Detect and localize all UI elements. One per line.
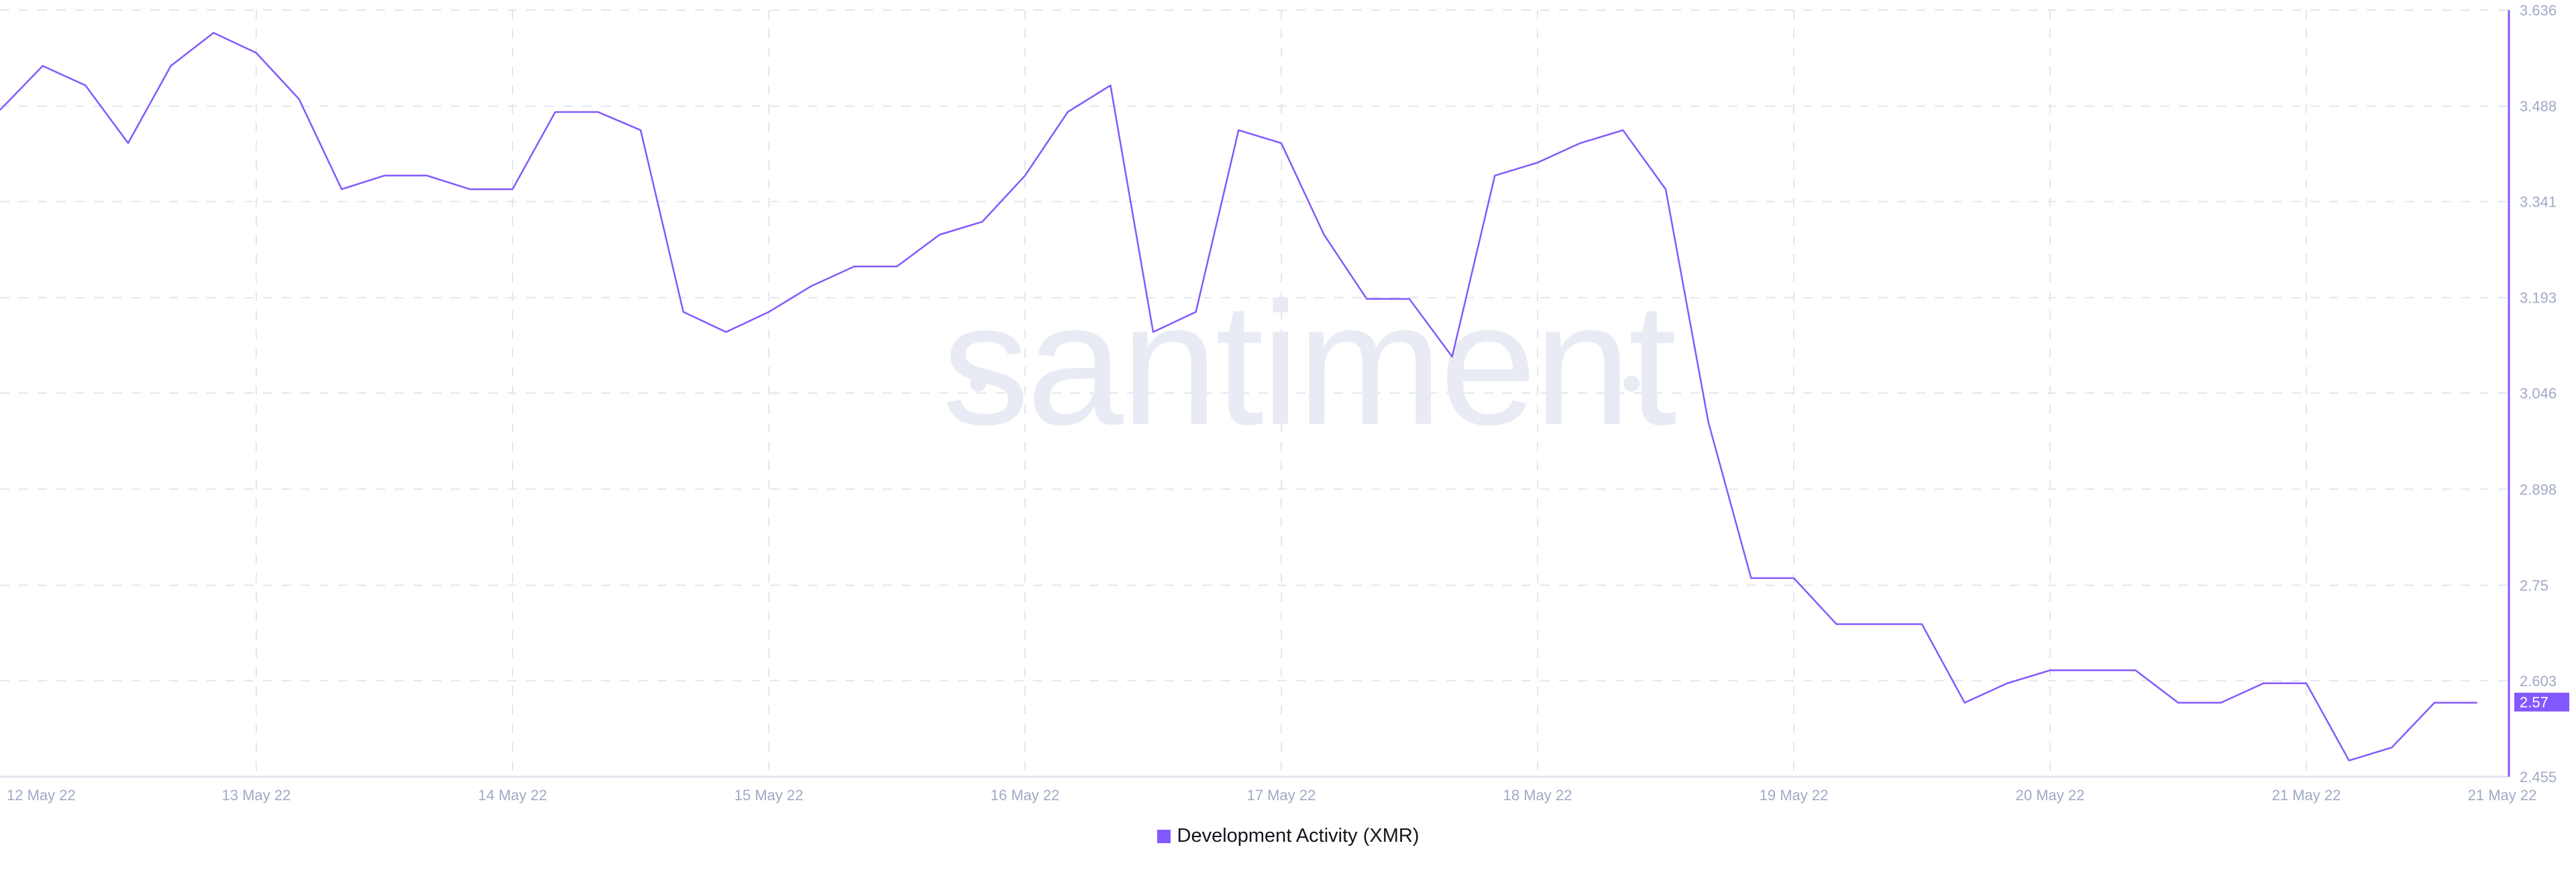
y-tick-label: 3.636: [2520, 2, 2557, 19]
y-tick-label: 3.046: [2520, 385, 2557, 402]
y-tick-label: 2.603: [2520, 673, 2557, 690]
y-tick-label: 2.75: [2520, 577, 2548, 594]
x-tick-label: 16 May 22: [991, 787, 1060, 804]
series-line-group: [0, 32, 2477, 762]
y-tick-label: 2.898: [2520, 481, 2557, 498]
grid: [0, 9, 2509, 777]
x-tick-label: 21 May 22: [2272, 787, 2341, 804]
y-tick-label: 3.193: [2520, 290, 2557, 307]
x-tick-label: 14 May 22: [478, 787, 547, 804]
y-tick-label: 2.455: [2520, 769, 2557, 785]
legend-swatch: [1157, 829, 1171, 843]
development-activity-line: [0, 32, 2477, 762]
tick-labels: 3.636 3.488 3.341 3.193 3.046 2.898 2.75 2.603 2…: [7, 2, 2569, 804]
santiment-watermark: santiment: [942, 267, 1680, 461]
x-tick-label: 20 May 22: [2016, 787, 2085, 804]
svg-text:santiment: santiment: [942, 267, 1677, 461]
y-tick-label: 3.488: [2520, 98, 2557, 115]
last-value-label: 2.57: [2520, 694, 2548, 711]
x-tick-label: 18 May 22: [1503, 787, 1572, 804]
legend[interactable]: Development Activity (XMR): [0, 825, 2576, 847]
x-tick-label: 15 May 22: [735, 787, 804, 804]
legend-label: Development Activity (XMR): [1177, 825, 1419, 847]
y-tick-label: 3.341: [2520, 194, 2557, 211]
x-tick-label: 13 May 22: [222, 787, 291, 804]
x-tick-label: 12 May 22: [7, 787, 76, 804]
axes: [0, 10, 2510, 778]
last-value-badge: [2514, 692, 2569, 712]
x-tick-label: 17 May 22: [1247, 787, 1316, 804]
x-tick-label: 19 May 22: [1760, 787, 1829, 804]
x-tick-label: 21 May 22: [2468, 787, 2537, 804]
